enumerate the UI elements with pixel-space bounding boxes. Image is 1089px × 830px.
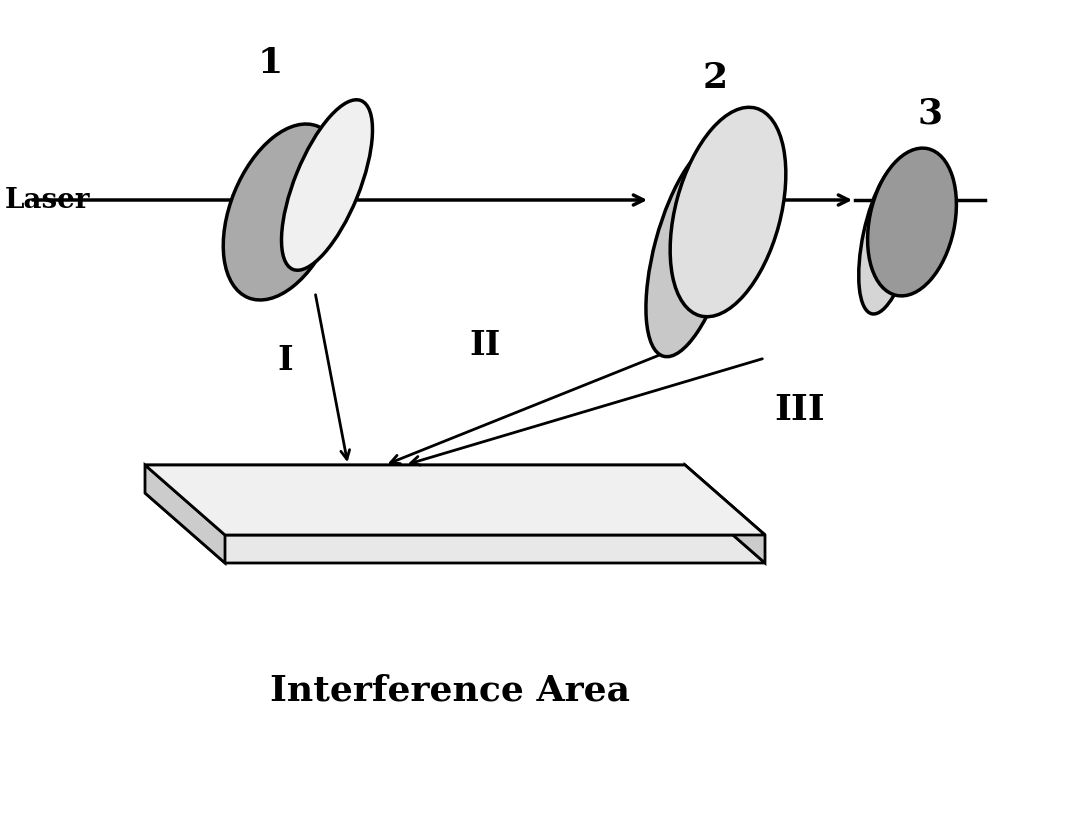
Ellipse shape — [868, 148, 956, 295]
Ellipse shape — [223, 124, 343, 300]
Polygon shape — [145, 465, 225, 563]
Text: I: I — [278, 344, 293, 377]
Polygon shape — [145, 465, 764, 535]
Polygon shape — [145, 493, 764, 563]
Text: Laser: Laser — [5, 187, 90, 213]
Ellipse shape — [670, 107, 786, 317]
Text: 1: 1 — [257, 46, 283, 80]
Ellipse shape — [281, 100, 372, 271]
Text: III: III — [774, 393, 825, 427]
Text: 2: 2 — [702, 61, 727, 95]
Text: 3: 3 — [917, 96, 943, 130]
Ellipse shape — [859, 162, 917, 314]
Text: Interference Area: Interference Area — [270, 673, 631, 707]
Ellipse shape — [646, 144, 738, 357]
Polygon shape — [685, 465, 764, 563]
Text: II: II — [469, 329, 501, 362]
